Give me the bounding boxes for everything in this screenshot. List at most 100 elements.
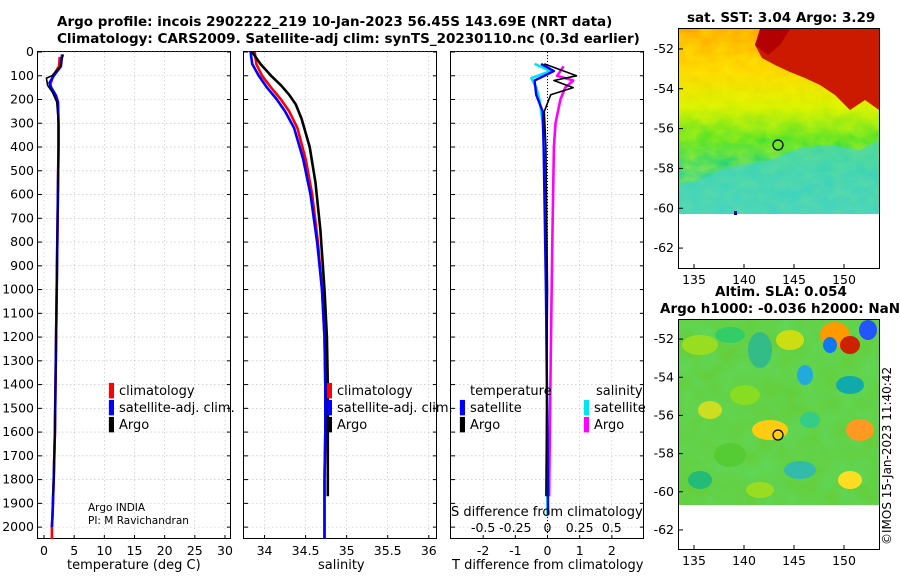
legend-s-satellite: ▌satellite [584, 401, 646, 416]
y-tick-label: 1800 [2, 472, 34, 487]
sst-cold-region [679, 140, 879, 214]
legend-salinity-heading: salinity [596, 384, 643, 399]
legend-satellite-label: satellite-adj. clim. [337, 401, 453, 416]
y-tick-label: 200 [10, 92, 34, 107]
y-tick-label: 1600 [2, 424, 34, 439]
x-tick-label: 10 [96, 543, 112, 558]
legend-climatology: ▌climatology [109, 384, 195, 399]
x-tick-label: 34.5 [292, 543, 320, 558]
legend-climatology: ▌climatology [327, 384, 413, 399]
legend-s-argo-label: Argo [594, 418, 625, 433]
attribution-line2: PI: M Ravichandran [88, 515, 189, 527]
x-tick-label: -2 [477, 543, 489, 558]
y-tick-label: 0 [26, 44, 34, 59]
y-tick-label: 1500 [2, 400, 34, 415]
map-y-tick-label: -62 [654, 240, 674, 255]
sla-map-ticks: 135 140 145 150 -52 -54 -56 -58 -60 -62 [654, 331, 856, 568]
legend-s-satellite-label: satellite [594, 401, 646, 416]
map-y-tick-label: -62 [654, 522, 674, 537]
legend-s-argo: ▌Argo [584, 418, 625, 433]
x-tick-label: 36 [421, 543, 437, 558]
y-tick-label: 1700 [2, 448, 34, 463]
map-y-tick-label: -60 [654, 484, 674, 499]
map-y-tick-label: -52 [654, 41, 674, 56]
difference-lines [530, 52, 578, 539]
salinity-ticks: 34 34.5 35 35.5 36 [244, 51, 437, 558]
figure-title-line2: Climatology: CARS2009. Satellite-adj cli… [57, 31, 640, 47]
sla-map-title-line1: Altim. SLA: 0.054 [715, 284, 847, 300]
map-y-tick-label: -54 [654, 369, 674, 384]
s-tick-label: 0.25 [566, 520, 594, 535]
x-tick-label: 35 [339, 543, 355, 558]
y-tick-label: 100 [10, 68, 34, 83]
sst-map-ticks: 135 140 145 150 -52 -54 -56 -58 -60 -62 [654, 41, 856, 287]
sla-features [682, 320, 877, 498]
temperature-panel: 0 5 10 15 20 25 300100200300400500600700800900… [2, 44, 233, 558]
y-tick-label: 400 [10, 139, 34, 154]
x-tick-label: 15 [127, 543, 143, 558]
legend-argo-label: Argo [337, 418, 368, 433]
y-tick-label: 1200 [2, 329, 34, 344]
s-tick-label: 0.5 [602, 520, 622, 535]
difference-t-argo-line [543, 63, 578, 497]
sst-argo-marker [772, 139, 784, 151]
map-x-tick-label: 150 [832, 553, 856, 568]
y-tick-label: 900 [10, 258, 34, 273]
map-y-tick-label: -54 [654, 81, 674, 96]
map-x-tick-label: 140 [732, 272, 756, 287]
salinity-argo-line [251, 51, 330, 497]
sla-map-title-line2: Argo h1000: -0.036 h2000: NaN [660, 301, 900, 317]
legend-t-satellite-label: satellite [470, 401, 522, 416]
legend-t-argo-label: Argo [470, 418, 501, 433]
temperature-axes [37, 51, 231, 539]
sst-warm-region [755, 29, 879, 110]
x-tick-label: 0 [40, 543, 48, 558]
legend-argo: ▌Argo [109, 418, 150, 433]
y-tick-label: 2000 [2, 519, 34, 534]
y-tick-label: 800 [10, 234, 34, 249]
temperature-ticks: 0 5 10 15 20 25 300100200300400500600700800900… [2, 44, 233, 558]
salinity-xlabel: salinity [318, 558, 365, 573]
s-tick-label: -0.5 [471, 520, 495, 535]
map-y-tick-label: -58 [654, 160, 674, 175]
salinity-grid [244, 51, 437, 539]
y-tick-label: 600 [10, 187, 34, 202]
x-tick-label: 20 [157, 543, 173, 558]
x-tick-label: 1 [576, 543, 584, 558]
x-tick-label: 0 [544, 543, 552, 558]
map-y-tick-label: -58 [654, 446, 674, 461]
x-tick-label: 2 [608, 543, 616, 558]
salinity-axes [243, 51, 437, 539]
y-tick-label: 700 [10, 210, 34, 225]
legend-satellite: ▌satellite-adj. clim. [109, 401, 235, 416]
y-tick-label: 1300 [2, 353, 34, 368]
map-y-tick-label: -56 [654, 407, 674, 422]
x-tick-label: 35.5 [374, 543, 402, 558]
legend-satellite: ▌satellite-adj. clim. [327, 401, 453, 416]
attribution-line1: Argo INDIA [88, 502, 146, 514]
x-tick-label: 25 [187, 543, 203, 558]
map-x-tick-label: 135 [682, 553, 706, 568]
temperature-argo-line [45, 54, 65, 497]
y-tick-label: 1100 [2, 305, 34, 320]
legend-argo-label: Argo [119, 418, 150, 433]
y-tick-label: 500 [10, 163, 34, 178]
legend-temperature-heading: temperature [470, 384, 552, 399]
sst-map: 135 140 145 150 -52 -54 -56 -58 -60 -62 [654, 28, 880, 287]
legend-climatology-label: climatology [337, 384, 413, 399]
t-difference-xlabel: T difference from climatology [452, 558, 644, 573]
legend-satellite-label: satellite-adj. clim. [119, 401, 235, 416]
legend-t-satellite: ▌satellite [460, 401, 522, 416]
s-difference-xlabel: S difference from climatology [451, 505, 643, 520]
map-y-tick-label: -56 [654, 121, 674, 136]
y-tick-label: 1000 [2, 282, 34, 297]
x-tick-label: 5 [70, 543, 78, 558]
x-tick-label: -1 [509, 543, 521, 558]
salinity-panel: 34 34.5 35 35.5 36 [243, 51, 437, 558]
temperature-xlabel: temperature (deg C) [67, 558, 201, 573]
y-tick-label: 1400 [2, 377, 34, 392]
map-y-tick-label: -52 [654, 331, 674, 346]
y-tick-label: 1900 [2, 495, 34, 510]
legend-t-argo: ▌Argo [460, 418, 501, 433]
